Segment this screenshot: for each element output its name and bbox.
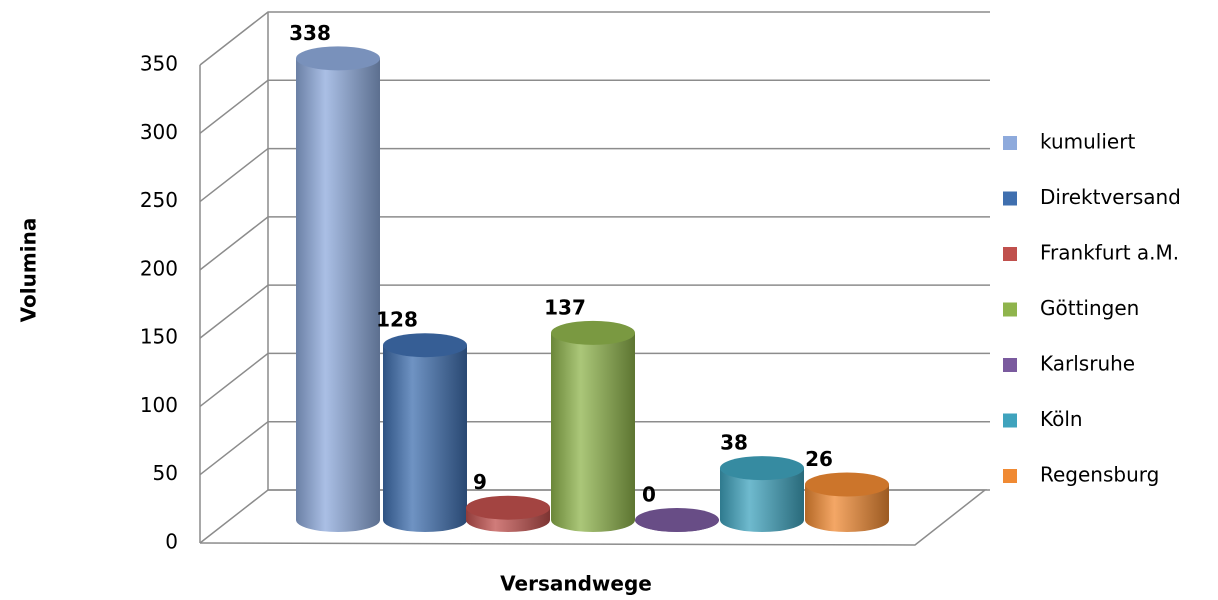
cylinder-top	[720, 456, 804, 481]
grid-line	[199, 216, 990, 271]
y-tick-label: 200	[140, 256, 178, 280]
grid-line	[199, 352, 990, 408]
legend-label: Köln	[1040, 407, 1083, 431]
grid-line	[199, 420, 990, 476]
legend-swatch	[1003, 247, 1017, 261]
y-axis-title: Volumina	[17, 218, 41, 323]
legend-swatch	[1003, 469, 1017, 483]
legend-label: Frankfurt a.M.	[1040, 241, 1179, 265]
legend-label: Karlsruhe	[1040, 352, 1135, 376]
y-tick-label: 300	[140, 120, 178, 144]
grid-line	[199, 11, 990, 66]
legend-label: Göttingen	[1040, 296, 1139, 320]
y-tick-label: 350	[140, 52, 178, 76]
y-tick-label: 50	[153, 461, 178, 485]
y-tick-label: 100	[140, 393, 178, 417]
cylinder-top	[383, 333, 467, 358]
cylinder-top	[635, 508, 719, 532]
y-tick-label: 150	[140, 325, 178, 349]
y-tick-label: 0	[165, 530, 178, 554]
legend-label: kumuliert	[1040, 130, 1135, 154]
cylinder	[720, 468, 804, 532]
value-label: 26	[805, 447, 833, 471]
legend-label: Regensburg	[1040, 463, 1159, 487]
value-label: 137	[544, 295, 586, 319]
cylinder	[383, 345, 467, 532]
cylinder	[805, 484, 889, 532]
grid-line	[199, 147, 990, 203]
value-label: 9	[473, 470, 487, 494]
grid-line	[199, 79, 990, 134]
grid-line	[199, 284, 990, 339]
value-label: 0	[642, 483, 656, 507]
value-label: 338	[289, 21, 331, 45]
cylinder-top	[466, 495, 550, 520]
legend-swatch	[1003, 302, 1017, 317]
x-axis-title: Versandwege	[500, 572, 652, 596]
legend-swatch	[1003, 413, 1017, 428]
cylinder	[296, 58, 380, 532]
value-label: 128	[376, 308, 418, 332]
legend-swatch	[1003, 136, 1017, 150]
value-label: 38	[720, 431, 748, 455]
cylinder-top	[551, 320, 635, 345]
cylinder-top	[296, 46, 380, 71]
legend-swatch	[1003, 191, 1017, 206]
legend-label: Direktversand	[1040, 185, 1181, 209]
legend-swatch	[1003, 358, 1017, 372]
y-tick-label: 250	[140, 188, 178, 212]
cylinder-top	[805, 472, 889, 497]
cylinder	[551, 332, 635, 532]
